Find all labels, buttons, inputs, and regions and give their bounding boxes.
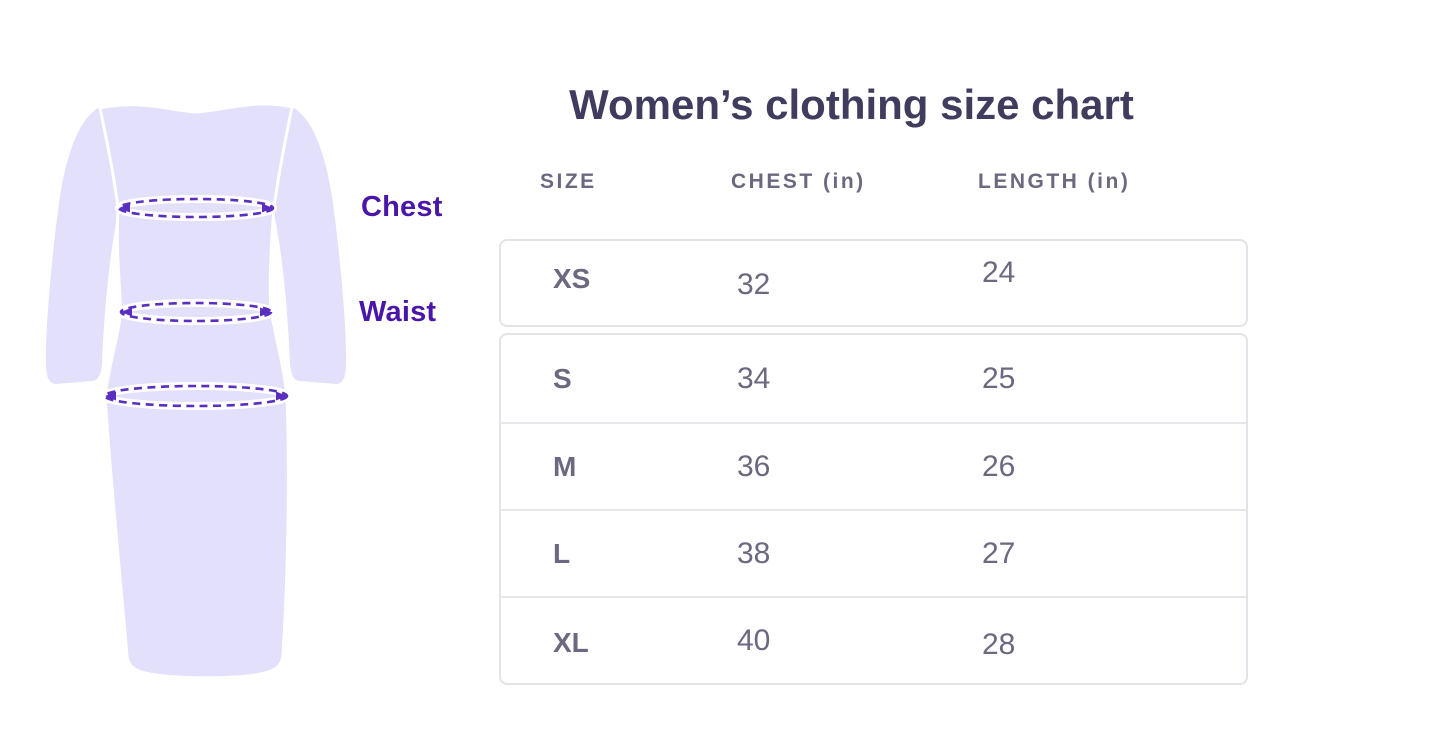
column-header-size: SIZE (540, 170, 597, 193)
chest-cell: 32 (737, 268, 771, 301)
dress-right-sleeve-icon (270, 107, 347, 384)
length-cell: 25 (982, 361, 1016, 395)
waist-label: Waist (359, 296, 437, 328)
dress-body-icon (98, 102, 294, 680)
table-row: XL 40 28 (501, 596, 1246, 683)
length-cell: 24 (982, 256, 1016, 289)
size-table-first-row-card: XS 32 24 (499, 239, 1248, 327)
length-cell: 27 (982, 536, 1016, 570)
size-cell: M (553, 450, 577, 482)
chest-cell: 34 (737, 361, 771, 395)
chest-right-arrow-icon (262, 203, 273, 213)
waist-left-arrow-icon (121, 307, 132, 317)
chest-left-arrow-icon (119, 203, 130, 213)
chest-cell: 36 (737, 449, 771, 483)
table-header-row: SIZE CHEST (in) LENGTH (in) (499, 170, 1248, 194)
chest-cell: 40 (737, 623, 771, 657)
size-cell: XS (553, 263, 591, 294)
dress-figure-icon (45, 102, 347, 680)
size-chart-panel: Women’s clothing size chart SIZE CHEST (… (499, 0, 1248, 731)
table-row: XS 32 24 (501, 241, 1246, 325)
dress-illustration: Chest Waist (0, 0, 470, 731)
table-row: S 34 25 (501, 335, 1246, 422)
size-table-body-card: S 34 25 M 36 26 L 38 27 XL 40 28 (499, 333, 1248, 685)
length-cell: 26 (982, 449, 1016, 483)
dress-left-sleeve-icon (45, 107, 122, 384)
length-cell: 28 (982, 627, 1016, 661)
hip-left-arrow-icon (105, 391, 116, 401)
chest-label: Chest (361, 191, 443, 223)
page-title: Women’s clothing size chart (569, 81, 1134, 128)
size-cell: XL (553, 626, 589, 658)
column-header-length: LENGTH (in) (978, 170, 1131, 193)
table-row: L 38 27 (501, 509, 1246, 596)
waist-right-arrow-icon (260, 307, 271, 317)
table-row: M 36 26 (501, 422, 1246, 509)
size-cell: L (553, 537, 571, 569)
chest-cell: 38 (737, 536, 771, 570)
hip-right-arrow-icon (276, 391, 287, 401)
size-cell: S (553, 362, 572, 394)
column-header-chest: CHEST (in) (731, 170, 866, 193)
